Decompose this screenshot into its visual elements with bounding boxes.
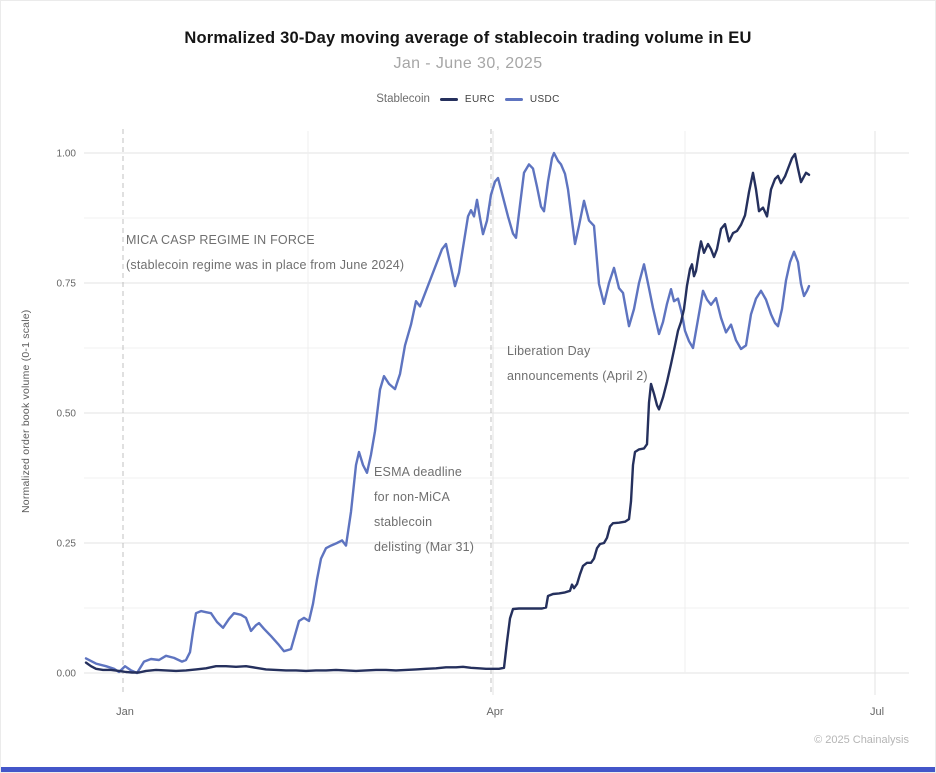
y-tick-label: 0.75	[57, 279, 77, 290]
legend-title: Stablecoin	[376, 93, 430, 105]
annotation-esma-deadline: ESMA deadline for non-MiCA stablecoin de…	[374, 465, 475, 554]
y-tick-label: 1.00	[57, 149, 77, 160]
brand-bottom-strip	[1, 767, 935, 772]
annotation-liberation-day: Liberation Day announcements (April 2)	[507, 344, 648, 383]
y-axis-title: Normalized order book volume (0-1 scale)	[20, 309, 32, 513]
copyright-note: © 2025 Chainalysis	[814, 734, 909, 746]
legend-item-eurc: EURC	[439, 93, 495, 105]
annotation-mica-casp: MICA CASP REGIME IN FORCE (stablecoin re…	[126, 233, 405, 272]
series-line-eurc	[84, 152, 811, 674]
eurc-line-swatch-icon	[439, 97, 458, 101]
legend: Stablecoin EURC USDC	[1, 93, 935, 105]
x-tick-label: Jan	[116, 706, 134, 718]
x-tick-label: Jul	[870, 706, 884, 718]
legend-item-eurc-label: EURC	[464, 93, 495, 105]
page-subtitle: Jan - June 30, 2025	[393, 55, 543, 72]
x-tick-label: Apr	[486, 706, 503, 718]
legend-item-usdc: USDC	[504, 93, 560, 105]
legend-item-usdc-label: USDC	[529, 93, 560, 105]
usdc-line-swatch-icon	[504, 97, 523, 101]
y-tick-label: 0.25	[57, 539, 77, 550]
series-line-usdc	[84, 151, 811, 675]
y-tick-label: 0.50	[57, 409, 77, 420]
y-tick-label: 0.00	[57, 669, 77, 680]
page-title: Normalized 30-Day moving average of stab…	[184, 29, 752, 47]
